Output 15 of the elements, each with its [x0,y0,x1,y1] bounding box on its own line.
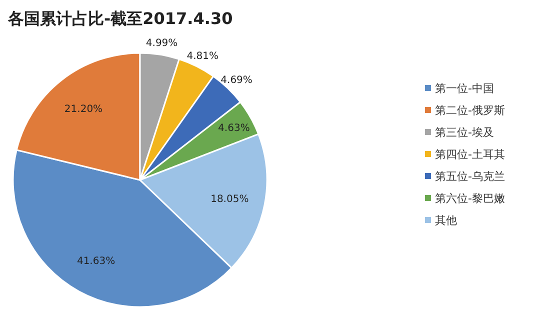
legend-label: 第二位-俄罗斯 [435,104,505,117]
data-label: 41.63% [76,256,116,268]
legend-label: 第一位-中国 [435,82,494,95]
legend-label: 第四位-土耳其 [435,148,505,161]
legend-label: 第六位-黎巴嫩 [435,192,505,205]
data-label: 4.63% [218,122,250,134]
data-label: 4.81% [186,51,218,62]
data-label: 21.20% [64,104,103,116]
legend-label: 其他 [435,214,457,227]
data-label: 18.05% [210,194,249,205]
legend-label: 第五位-乌克兰 [435,170,505,183]
legend-label: 第三位-埃及 [435,126,494,139]
data-label: 4.69% [220,75,252,86]
data-label: 4.99% [146,38,178,50]
chart-title: 各国累计占比-截至2017.4.30 [7,9,233,28]
